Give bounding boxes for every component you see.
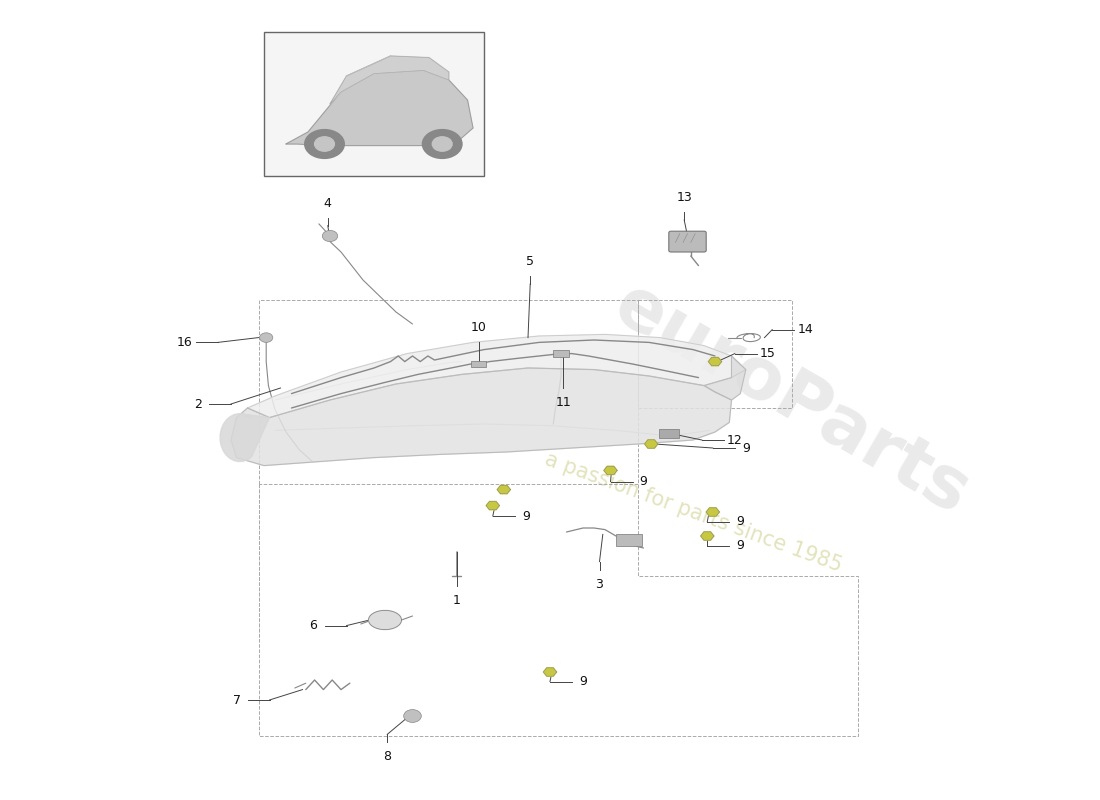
Bar (659, 430, 679, 438)
Polygon shape (701, 532, 714, 540)
Polygon shape (543, 668, 557, 676)
Polygon shape (708, 358, 722, 366)
Text: 9: 9 (736, 539, 745, 552)
Text: 3: 3 (595, 578, 604, 590)
Text: 6: 6 (309, 619, 318, 632)
Bar (616, 534, 642, 546)
Circle shape (404, 710, 421, 722)
Bar (471, 361, 486, 367)
Text: 12: 12 (727, 434, 742, 446)
Polygon shape (231, 368, 732, 466)
Polygon shape (286, 70, 473, 146)
Polygon shape (604, 466, 617, 474)
Polygon shape (220, 414, 270, 462)
Polygon shape (330, 56, 449, 104)
Text: 14: 14 (798, 323, 813, 336)
Polygon shape (368, 610, 402, 630)
Circle shape (260, 333, 273, 342)
Polygon shape (497, 486, 510, 494)
Text: 2: 2 (194, 398, 202, 410)
Circle shape (305, 130, 344, 158)
Circle shape (322, 230, 338, 242)
Text: 9: 9 (579, 675, 587, 688)
Polygon shape (248, 334, 746, 418)
Text: 1: 1 (452, 594, 461, 606)
Circle shape (432, 137, 452, 151)
Text: 7: 7 (232, 694, 241, 706)
Bar (264, 32, 484, 176)
Polygon shape (706, 508, 719, 516)
Text: 8: 8 (383, 750, 392, 763)
Text: 4: 4 (323, 197, 332, 210)
Bar (553, 350, 569, 357)
Text: a passion for parts since 1985: a passion for parts since 1985 (541, 449, 845, 575)
Text: 5: 5 (526, 255, 535, 268)
Text: 9: 9 (741, 442, 750, 454)
Circle shape (315, 137, 334, 151)
Polygon shape (486, 502, 499, 510)
Text: 9: 9 (521, 510, 530, 522)
FancyBboxPatch shape (669, 231, 706, 252)
Text: 11: 11 (556, 396, 571, 409)
Circle shape (422, 130, 462, 158)
Polygon shape (645, 440, 658, 448)
Text: 13: 13 (676, 191, 692, 204)
Text: 9: 9 (736, 515, 745, 528)
Text: 10: 10 (471, 322, 486, 334)
Text: euroParts: euroParts (602, 270, 982, 530)
Text: 15: 15 (760, 347, 775, 360)
Polygon shape (704, 356, 746, 400)
Text: 9: 9 (639, 475, 648, 488)
Text: 16: 16 (177, 336, 192, 349)
